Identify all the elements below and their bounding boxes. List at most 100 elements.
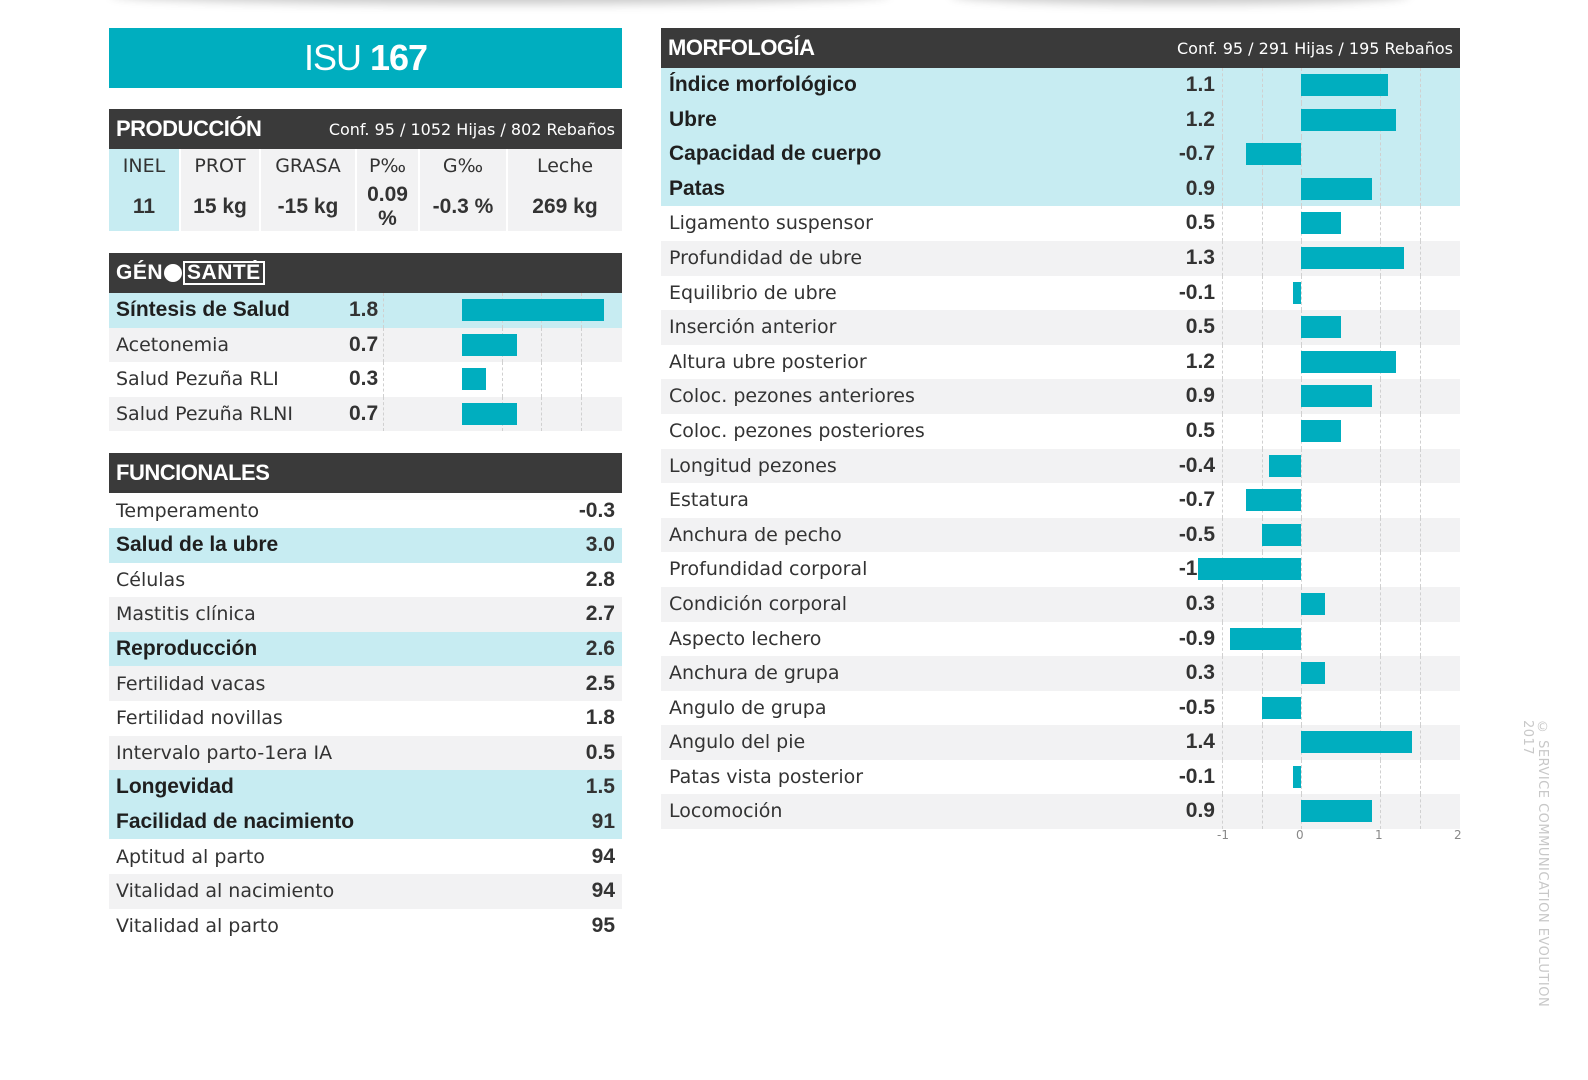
- morfologia-row: Ligamento suspensor 0.5: [661, 206, 1460, 241]
- axis-tick-label: -1: [1217, 828, 1229, 842]
- funcionales-value: 3.0: [585, 533, 615, 557]
- morfologia-bar: [1301, 177, 1373, 200]
- grid-line: [1301, 448, 1302, 484]
- morfologia-label: Equilibrio de ubre: [669, 281, 837, 304]
- grid-line: [1222, 656, 1223, 691]
- grid-line: [1261, 344, 1263, 380]
- funcionales-label: Células: [116, 568, 186, 591]
- morfologia-label: Ligamento suspensor: [669, 212, 873, 235]
- grid-line: [1301, 621, 1302, 657]
- morfologia-bar: [1293, 281, 1301, 304]
- morfologia-bar: [1301, 662, 1325, 685]
- grid-line: [1419, 621, 1421, 657]
- morfologia-row: Inserción anterior 0.5: [661, 310, 1460, 345]
- grid-line: [1380, 586, 1381, 622]
- morfologia-label: Coloc. pezones posteriores: [669, 419, 925, 442]
- funcionales-value: 1.8: [585, 706, 615, 730]
- grid-line: [1222, 171, 1223, 207]
- grid-line: [1301, 552, 1302, 587]
- genosante-label: Acetonemia: [116, 333, 230, 356]
- morfologia-label: Longitud pezones: [669, 454, 837, 477]
- grid-line: [1419, 344, 1421, 380]
- funcionales-value: -0.3: [578, 498, 615, 522]
- morfologia-conf: Conf. 95 / 291 Hijas / 195 Rebaños: [1176, 38, 1453, 58]
- funcionales-row: Células 2.8: [109, 562, 622, 598]
- grid-line: [1261, 656, 1263, 691]
- morfologia-row: Equilibrio de ubre -0.1: [661, 275, 1460, 311]
- grid-line: [1261, 586, 1263, 622]
- morfologia-row: Angulo de grupa -0.5: [661, 690, 1460, 726]
- grid-line: [1380, 794, 1381, 830]
- morfologia-bar: [1301, 800, 1373, 823]
- grid-line: [383, 293, 384, 328]
- funcionales-row: Intervalo parto-1era IA 0.5: [109, 735, 622, 771]
- morfologia-label: Altura ubre posterior: [669, 350, 867, 373]
- prod-value-cell: -0.3 %: [418, 183, 507, 231]
- grid-line: [383, 362, 384, 397]
- morfologia-row: Estatura -0.7: [661, 483, 1460, 518]
- morfologia-bar: [1301, 316, 1341, 339]
- grid-line: [1419, 586, 1421, 622]
- grid-line: [1222, 379, 1223, 414]
- morfologia-bar: [1301, 246, 1404, 269]
- funcionales-list: Temperamento -0.3 Salud de la ubre 3.0 Célul…: [109, 493, 622, 944]
- genosante-label: Síntesis de Salud: [116, 298, 290, 322]
- morfologia-bar: [1301, 592, 1325, 615]
- grid-line: [1222, 275, 1223, 311]
- grid-line: [1261, 275, 1263, 311]
- grid-line: [1261, 310, 1263, 345]
- grid-line: [1301, 275, 1302, 311]
- morfologia-value: -0.1: [1178, 280, 1215, 304]
- axis-tick-label: 2: [1454, 828, 1462, 842]
- grid-line: [1261, 413, 1263, 449]
- morfologia-value: 0.9: [1185, 384, 1215, 408]
- grid-line: [1222, 310, 1223, 345]
- morfologia-bar: [1229, 627, 1301, 650]
- funcionales-row: Longevidad 1.5: [109, 770, 622, 805]
- prod-header-cell: G‰: [418, 149, 507, 183]
- grid-line: [1380, 759, 1381, 795]
- genosante-bar: [462, 299, 605, 321]
- funcionales-label: Longevidad: [116, 775, 234, 799]
- genosante-label: Salud Pezuña RLNI: [116, 403, 293, 426]
- isu-value: 167: [369, 37, 428, 78]
- genosante-bar: [462, 402, 518, 425]
- morfologia-value: 1.2: [1185, 349, 1215, 373]
- grid-line: [1380, 690, 1381, 726]
- grid-line: [1380, 206, 1381, 241]
- morfologia-row: Longitud pezones -0.4: [661, 448, 1460, 484]
- morfologia-value: 0.9: [1185, 799, 1215, 823]
- morfologia-bar: [1261, 696, 1301, 719]
- grid-line: [1419, 759, 1421, 795]
- morfologia-bar: [1245, 143, 1301, 166]
- grid-line: [1419, 725, 1421, 760]
- morfologia-bar: [1198, 558, 1301, 581]
- grid-line: [580, 327, 582, 363]
- prod-value-cell: 11: [109, 183, 180, 231]
- produccion-table: INEL PROT GRASA P‰ G‰ Leche 11 15 kg -15…: [109, 149, 622, 231]
- grid-line: [1261, 448, 1263, 484]
- isu-label: ISU: [303, 37, 362, 78]
- morfologia-value: -0.4: [1178, 453, 1215, 477]
- morfologia-label: Anchura de grupa: [669, 662, 840, 685]
- prod-value-cell: 269 kg: [506, 183, 622, 231]
- genosante-logo-left: GÉN: [116, 261, 164, 284]
- funcionales-label: Fertilidad vacas: [116, 672, 266, 695]
- grid-line: [1419, 483, 1421, 518]
- genosante-row: Síntesis de Salud 1.8: [109, 293, 622, 328]
- morfologia-label: Estatura: [669, 489, 749, 512]
- grid-line: [1261, 68, 1263, 103]
- funcionales-value: 91: [591, 810, 615, 834]
- funcionales-label: Vitalidad al nacimiento: [116, 880, 335, 903]
- funcionales-label: Reproducción: [116, 637, 258, 661]
- funcionales-value: 1.5: [585, 775, 615, 799]
- grid-line: [1419, 656, 1421, 691]
- grid-line: [1380, 483, 1381, 518]
- produccion-header: PRODUCCIÓN Conf. 95 / 1052 Hijas / 802 R…: [109, 109, 622, 149]
- morfologia-row: Capacidad de cuerpo -0.7: [661, 137, 1460, 172]
- grid-line: [1419, 240, 1421, 276]
- genosante-logo-right: SANTÉ: [183, 261, 265, 285]
- grid-line: [1222, 206, 1223, 241]
- grid-line: [1222, 725, 1223, 760]
- morfologia-label: Profundidad corporal: [669, 558, 868, 581]
